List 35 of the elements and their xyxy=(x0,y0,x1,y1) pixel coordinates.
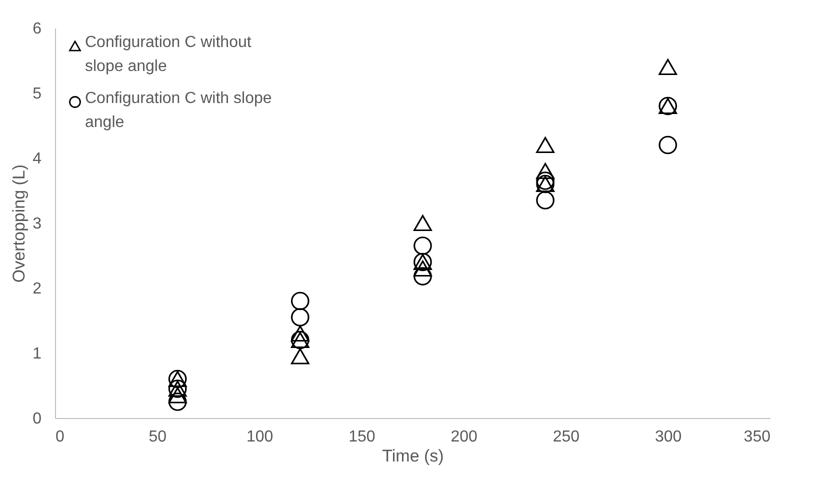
point xyxy=(414,267,432,286)
point xyxy=(414,260,432,277)
point xyxy=(536,191,554,210)
x-tick-label: 350 xyxy=(744,428,771,446)
y-tick-label: 0 xyxy=(32,410,42,428)
x-tick-label: 250 xyxy=(552,428,580,446)
legend-label: Configuration C without slope angle xyxy=(85,34,252,75)
y-tick-label: 5 xyxy=(32,86,42,102)
y-axis-title: Overtopping (L) xyxy=(10,164,29,283)
point xyxy=(414,214,432,232)
point xyxy=(290,308,310,326)
y-tick-label: 2 xyxy=(32,280,42,298)
y-tick-label: 6 xyxy=(32,20,42,38)
y-tick-label: 1 xyxy=(32,346,42,362)
point xyxy=(658,136,678,154)
legend-label: Configuration C with slope angle xyxy=(85,90,272,131)
x-tick-label: 200 xyxy=(450,428,478,446)
point xyxy=(290,325,310,342)
x-tick-label: 300 xyxy=(655,428,682,446)
point xyxy=(414,236,432,255)
y-tick-label: 4 xyxy=(32,150,42,168)
x-axis-title: Time (s) xyxy=(382,446,444,466)
x-tick-label: 50 xyxy=(148,428,167,446)
point xyxy=(168,387,187,404)
y-tick-label: 3 xyxy=(32,216,42,232)
point xyxy=(168,392,187,411)
point xyxy=(290,292,310,310)
point xyxy=(290,348,310,364)
point xyxy=(536,136,554,154)
point xyxy=(536,162,554,180)
x-tick-label: 100 xyxy=(246,428,274,446)
point xyxy=(658,58,678,76)
x-tick-label: 150 xyxy=(348,428,376,446)
x-tick-label: 0 xyxy=(56,428,64,446)
point xyxy=(536,172,554,190)
